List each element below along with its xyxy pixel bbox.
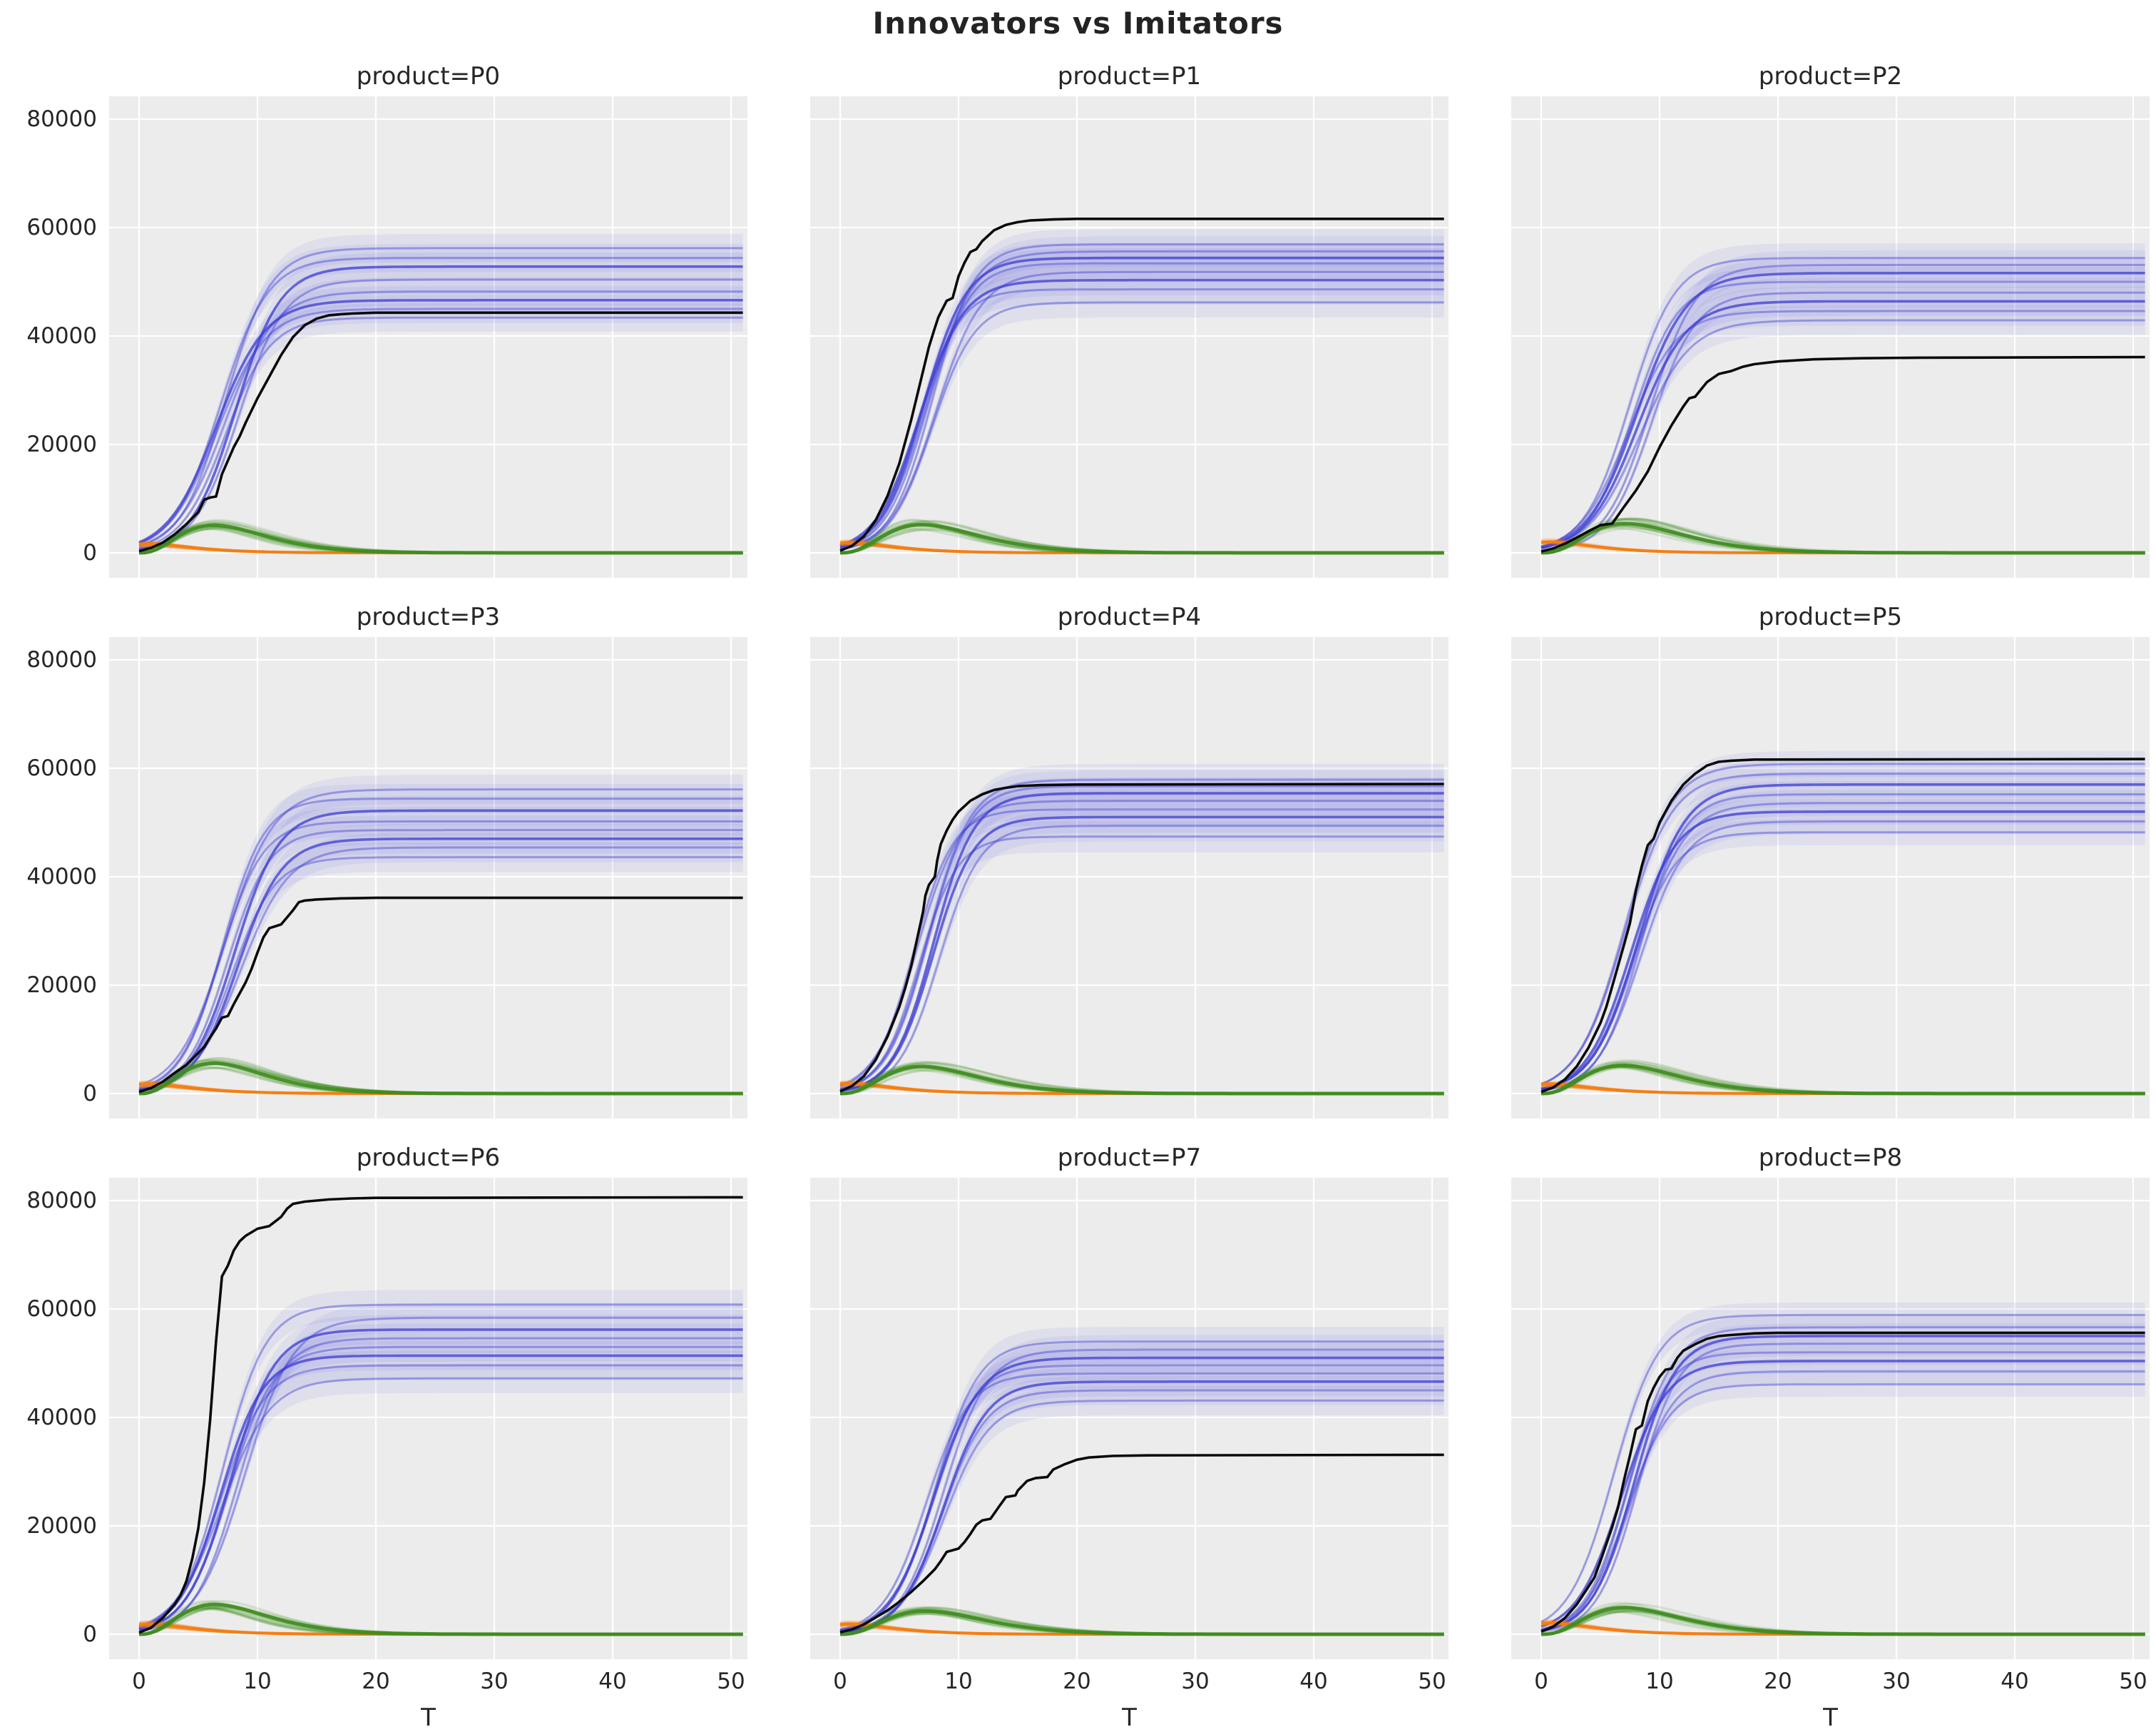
subplot-title: product=P3	[356, 603, 501, 631]
subplot-title: product=P5	[1758, 603, 1903, 631]
x-tick-label: 10	[1645, 1669, 1674, 1694]
x-tick-label: 30	[1882, 1669, 1911, 1694]
figure-title: Innovators vs Imitators	[872, 6, 1284, 41]
x-tick-label: 50	[2119, 1669, 2147, 1694]
y-tick-label: 0	[83, 1621, 97, 1647]
plot-area	[109, 1178, 747, 1659]
subplot-title: product=P8	[1758, 1143, 1903, 1172]
subplot-P1: product=P1	[810, 62, 1449, 578]
x-tick-label: 30	[480, 1669, 509, 1694]
subplot-P4: product=P4	[810, 603, 1449, 1119]
subplot-P3: product=P3	[109, 603, 747, 1119]
subplot-P7: product=P7	[810, 1143, 1449, 1659]
x-tick-label: 10	[243, 1669, 272, 1694]
y-tick-label: 20000	[26, 972, 97, 998]
y-tick-label: 20000	[26, 432, 97, 457]
subplot-P8: product=P8	[1511, 1143, 2150, 1659]
x-tick-label: 20	[362, 1669, 390, 1694]
y-tick-label: 40000	[26, 323, 97, 349]
subplot-P0: product=P0	[109, 62, 747, 578]
x-tick-label: 40	[2001, 1669, 2029, 1694]
y-tick-label: 80000	[26, 106, 97, 132]
x-tick-label: 50	[1418, 1669, 1446, 1694]
x-tick-label: 0	[1534, 1669, 1548, 1694]
x-tick-label: 40	[1299, 1669, 1328, 1694]
subplot-P2: product=P2	[1511, 62, 2150, 578]
y-tick-label: 60000	[26, 1296, 97, 1322]
plot-area	[810, 637, 1449, 1119]
y-tick-label: 60000	[26, 215, 97, 240]
subplot-title: product=P1	[1057, 62, 1202, 91]
x-tick-label: 20	[1063, 1669, 1091, 1694]
subplot-title: product=P2	[1758, 62, 1903, 91]
y-tick-label: 0	[83, 1081, 97, 1106]
subplot-P6: product=P6	[109, 1143, 747, 1659]
plot-area	[1511, 96, 2150, 578]
x-tick-label: 20	[1764, 1669, 1792, 1694]
x-tick-label: 10	[944, 1669, 973, 1694]
x-axis-label: T	[421, 1703, 436, 1732]
y-tick-label: 40000	[26, 864, 97, 890]
plot-area	[109, 96, 747, 578]
subplot-title: product=P7	[1057, 1143, 1202, 1172]
x-tick-label: 0	[132, 1669, 146, 1694]
subplot-title: product=P4	[1057, 603, 1202, 631]
x-tick-label: 40	[598, 1669, 627, 1694]
y-tick-label: 80000	[26, 1188, 97, 1213]
y-tick-label: 60000	[26, 755, 97, 781]
plot-area	[810, 1178, 1449, 1659]
y-tick-label: 40000	[26, 1405, 97, 1430]
plot-area	[1511, 637, 2150, 1119]
x-tick-label: 0	[833, 1669, 847, 1694]
plot-area	[109, 637, 747, 1119]
x-axis-label: T	[1823, 1703, 1838, 1732]
subplot-title: product=P0	[356, 62, 501, 91]
y-tick-label: 80000	[26, 647, 97, 673]
plot-area	[1511, 1178, 2150, 1659]
y-tick-label: 0	[83, 540, 97, 566]
y-tick-label: 20000	[26, 1513, 97, 1539]
subplot-P5: product=P5	[1511, 603, 2150, 1119]
plot-area	[810, 96, 1449, 578]
subplot-title: product=P6	[356, 1143, 501, 1172]
x-tick-label: 30	[1181, 1669, 1210, 1694]
x-axis-label: T	[1122, 1703, 1137, 1732]
x-tick-label: 50	[717, 1669, 745, 1694]
